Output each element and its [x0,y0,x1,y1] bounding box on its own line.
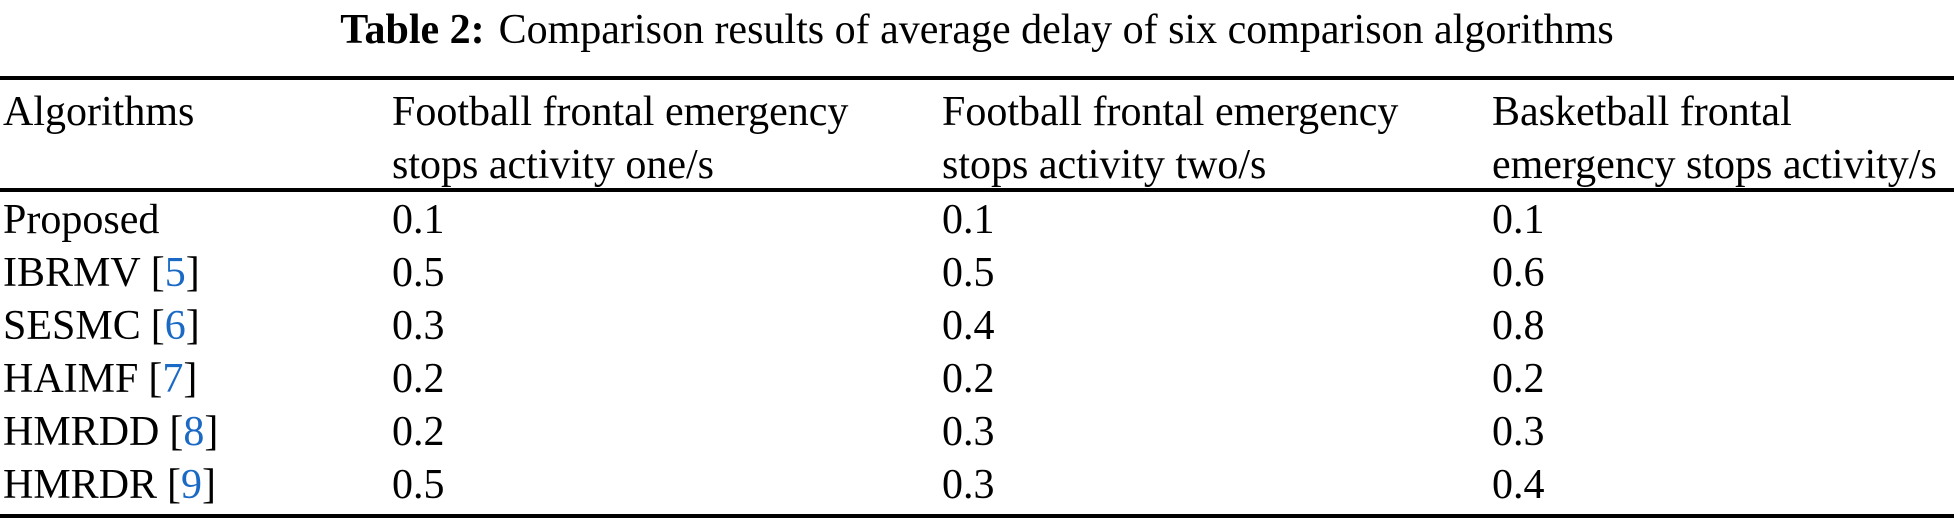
citation-ref[interactable]: 9 [181,462,203,508]
table-caption: Table 2: Comparison results of average de… [0,0,1954,56]
citation-ref[interactable]: 6 [164,303,186,349]
delay-value: 0.6 [1492,250,1545,296]
column-header-algorithms: Algorithms [0,86,392,192]
table-row: HMRDR [9] 0.5 0.3 0.4 [0,459,1954,512]
algorithm-cell: Proposed [0,194,392,247]
citation: [5] [151,250,200,296]
table-row: HMRDD [8] 0.2 0.3 0.3 [0,406,1954,459]
citation-bracket-open: [ [167,462,182,508]
table-row: IBRMV [5] 0.5 0.5 0.6 [0,247,1954,300]
algorithm-cell: HMRDR [9] [0,459,392,512]
citation-bracket-close: ] [204,409,219,455]
algorithm-cell: SESMC [6] [0,300,392,353]
column-header-line: Algorithms [3,89,195,135]
algorithm-name: IBRMV [3,250,141,296]
column-header-line: stops activity two/s [942,142,1267,188]
delay-value: 0.5 [942,250,995,296]
delay-value: 0.3 [942,409,995,455]
delay-value: 0.3 [942,462,995,508]
citation-bracket-close: ] [185,250,200,296]
algorithm-name: HAIMF [3,356,139,402]
delay-value: 0.1 [1492,197,1545,243]
citation-bracket-close: ] [185,303,200,349]
delay-value: 0.8 [1492,303,1545,349]
column-header-line: Basketball frontal [1492,89,1792,135]
delay-value: 0.4 [1492,462,1545,508]
algorithm-name: HMRDR [3,462,158,508]
citation-bracket-open: [ [150,303,165,349]
citation: [9] [167,462,216,508]
table-caption-text: Comparison results of average delay of s… [498,7,1614,53]
table-row: Proposed 0.1 0.1 0.1 [0,194,1954,247]
delay-value: 0.1 [942,197,995,243]
citation-bracket-close: ] [202,462,217,508]
citation-ref[interactable]: 7 [162,356,184,402]
citation-bracket-close: ] [183,356,198,402]
citation-ref[interactable]: 8 [183,409,205,455]
table-row: SESMC [6] 0.3 0.4 0.8 [0,300,1954,353]
citation: [6] [151,303,200,349]
table-header-row: Algorithms Football frontal emergency st… [0,80,1954,192]
delay-value: 0.1 [392,197,445,243]
table-body: Proposed 0.1 0.1 0.1 IBRMV [5] 0.5 0.5 0.… [0,192,1954,514]
citation-bracket-open: [ [150,250,165,296]
delay-value: 0.2 [392,356,445,402]
delay-value: 0.2 [942,356,995,402]
delay-value: 0.3 [392,303,445,349]
algorithm-cell: HAIMF [7] [0,353,392,406]
delay-value: 0.5 [392,250,445,296]
delay-value: 0.2 [1492,356,1545,402]
column-header-line: stops activity one/s [392,142,714,188]
column-header-line: emergency stops activity/s [1492,142,1937,188]
column-header-line: Football frontal emergency [942,89,1399,135]
table-caption-label: Table 2: [340,7,485,53]
algorithm-name: SESMC [3,303,141,349]
citation: [7] [148,356,197,402]
algorithm-name: Proposed [3,197,160,243]
citation: [8] [169,409,218,455]
algorithm-name: HMRDD [3,409,160,455]
algorithm-cell: HMRDD [8] [0,406,392,459]
column-header-basketball-activity: Basketball frontal emergency stops activ… [1492,86,1954,192]
column-header-football-activity-one: Football frontal emergency stops activit… [392,86,942,192]
column-header-football-activity-two: Football frontal emergency stops activit… [942,86,1492,192]
algorithm-cell: IBRMV [5] [0,247,392,300]
column-header-line: Football frontal emergency [392,89,849,135]
delay-value: 0.5 [392,462,445,508]
delay-value: 0.2 [392,409,445,455]
delay-value: 0.3 [1492,409,1545,455]
table-row: HAIMF [7] 0.2 0.2 0.2 [0,353,1954,406]
citation-bracket-open: [ [148,356,163,402]
comparison-table: Algorithms Football frontal emergency st… [0,76,1954,518]
citation-ref[interactable]: 5 [164,250,186,296]
citation-bracket-open: [ [169,409,184,455]
delay-value: 0.4 [942,303,995,349]
